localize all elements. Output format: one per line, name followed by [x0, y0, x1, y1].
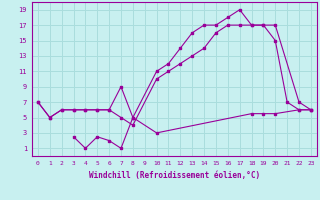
X-axis label: Windchill (Refroidissement éolien,°C): Windchill (Refroidissement éolien,°C) [89, 171, 260, 180]
